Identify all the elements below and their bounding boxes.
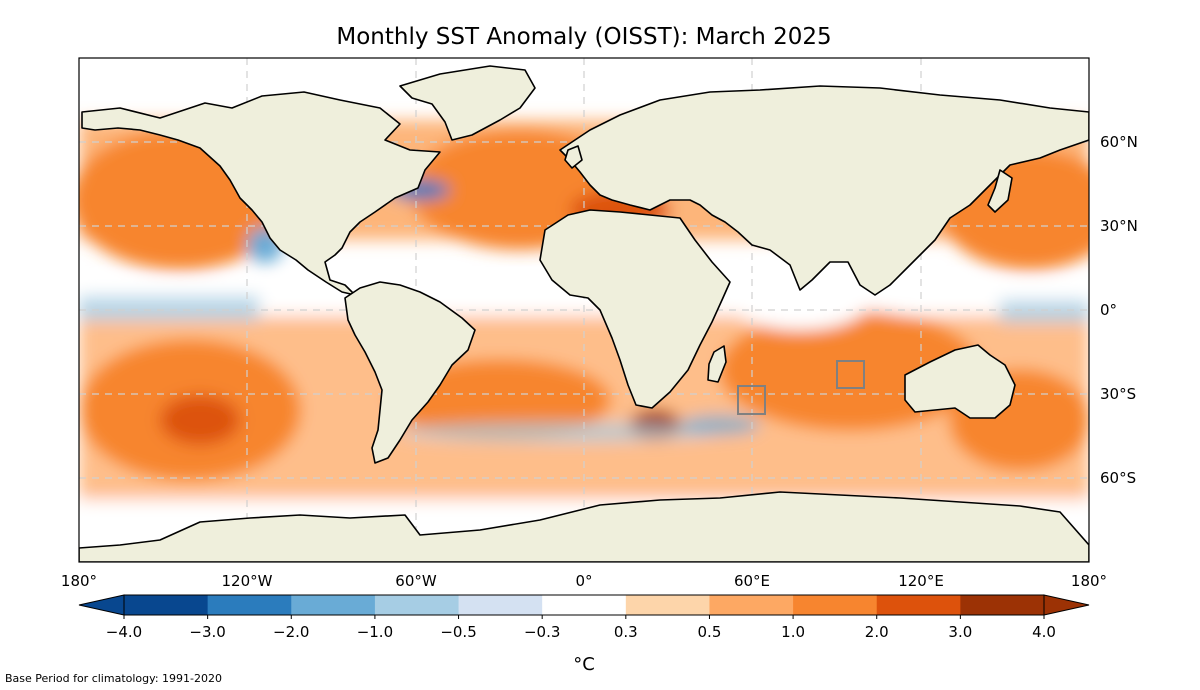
europe-asia-land: [559, 85, 1089, 296]
australia-land: [904, 344, 1016, 419]
longitude-labels: 180° 120°W 60°W 0° 60°E 120°E 180°: [61, 572, 1107, 590]
africa-land: [539, 209, 731, 409]
lon-label: 0°: [575, 572, 592, 590]
lat-label: 30°N: [1100, 217, 1138, 235]
region-boxes: [737, 360, 865, 415]
colorbar-tick-label: 4.0: [1032, 623, 1056, 641]
lat-label: 0°: [1100, 301, 1117, 319]
colorbar-tick-label: 0.5: [698, 623, 722, 641]
colorbar: −4.0 −3.0 −2.0 −1.0 −0.5 −0.3 0.3 0.5 1.0 2.0 3.0 4…: [78, 594, 1090, 641]
madagascar-land: [707, 345, 727, 383]
colorbar-tick-label: −4.0: [106, 623, 142, 641]
colorbar-segment: [124, 595, 209, 615]
north-america-land: [81, 91, 441, 296]
colorbar-tick-label: −0.3: [524, 623, 560, 641]
colorbar-segment: [207, 595, 292, 615]
colorbar-segment: [542, 595, 627, 615]
lon-label: 60°W: [395, 572, 437, 590]
colorbar-tick-label: 1.0: [781, 623, 805, 641]
colorbar-segment: [876, 595, 961, 615]
lon-label: 60°E: [734, 572, 770, 590]
lon-label: 180°: [61, 572, 97, 590]
map-frame: [78, 57, 1090, 563]
colorbar-tick-label: −3.0: [189, 623, 225, 641]
colorbar-segment: [458, 595, 543, 615]
colorbar-segment: [960, 595, 1045, 615]
map-title: Monthly SST Anomaly (OISST): March 2025: [336, 24, 831, 50]
lat-label: 60°N: [1100, 133, 1138, 151]
land-masses: [79, 65, 1089, 562]
south-america-land: [344, 281, 476, 464]
colorbar-under-extension: [78, 594, 125, 616]
uk-land: [564, 145, 583, 169]
colorbar-tick-label: −2.0: [273, 623, 309, 641]
colorbar-segment: [793, 595, 878, 615]
colorbar-segment: [625, 595, 710, 615]
region-box-west: [737, 385, 766, 415]
colorbar-tick-label: −1.0: [357, 623, 393, 641]
colorbar-tick-label: 2.0: [865, 623, 889, 641]
colorbar-frame: [123, 594, 1045, 616]
colorbar-tick-label: 0.3: [614, 623, 638, 641]
colorbar-tick-label: −0.5: [440, 623, 476, 641]
colorbar-segment: [291, 595, 376, 615]
greenland-land: [399, 65, 536, 141]
colorbar-tick-label: 3.0: [948, 623, 972, 641]
lat-label: 60°S: [1100, 469, 1136, 487]
colorbar-segment: [374, 595, 460, 615]
colorbar-segment: [709, 595, 794, 615]
climatology-footnote: Base Period for climatology: 1991-2020: [5, 672, 222, 685]
region-box-east: [836, 360, 865, 389]
latitude-labels: 60°N 30°N 0° 30°S 60°S: [1100, 133, 1138, 487]
map-panel: [79, 58, 1089, 562]
lat-label: 30°S: [1100, 385, 1136, 403]
lon-label: 120°W: [222, 572, 273, 590]
lon-label: 120°E: [898, 572, 944, 590]
lon-label: 180°: [1071, 572, 1107, 590]
antarctica-land: [79, 491, 1089, 562]
colorbar-unit-label: °C: [573, 654, 595, 675]
colorbar-over-extension: [1043, 594, 1090, 616]
japan-land: [987, 169, 1013, 213]
